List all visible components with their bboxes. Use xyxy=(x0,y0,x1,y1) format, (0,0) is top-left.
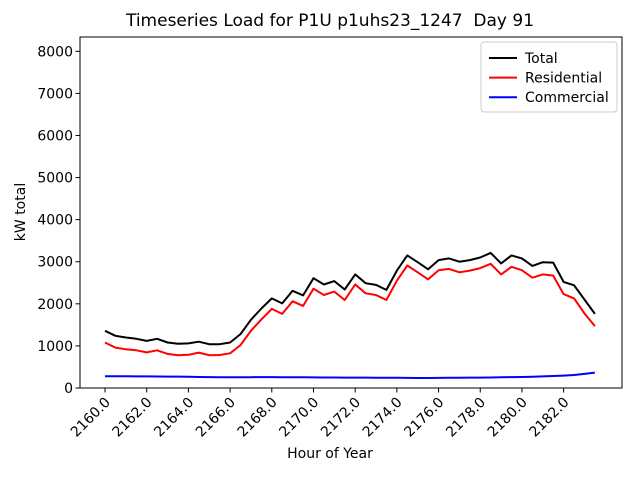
x-tick-label: 2162.0 xyxy=(110,395,156,441)
y-tick-label: 8000 xyxy=(37,44,73,60)
plot-area xyxy=(79,36,623,389)
x-tick-label: 2176.0 xyxy=(401,395,447,441)
y-tick-label: 4000 xyxy=(37,213,73,229)
x-tick-label: 2182.0 xyxy=(526,395,572,441)
series-line-residential xyxy=(104,262,596,357)
x-tick-label: 2178.0 xyxy=(443,395,489,441)
y-tick-label: 3000 xyxy=(37,255,73,271)
series-line-total xyxy=(104,251,596,346)
legend-label-commercial: Commercial xyxy=(525,90,609,106)
x-tick-label: 2174.0 xyxy=(360,395,406,441)
x-tick-label: 2172.0 xyxy=(318,395,364,441)
y-tick-label: 5000 xyxy=(37,171,73,187)
legend-label-residential: Residential xyxy=(525,71,602,87)
x-tick-label: 2180.0 xyxy=(485,395,531,441)
legend-box xyxy=(480,41,618,113)
y-tick-label: 1000 xyxy=(37,339,73,355)
x-tick-label: 2166.0 xyxy=(193,395,239,441)
chart-title: Timeseries Load for P1U p1uhs23_1247 Day… xyxy=(125,11,534,31)
x-tick-label: 2160.0 xyxy=(68,395,114,441)
y-tick-label: 7000 xyxy=(37,86,73,102)
x-tick-label: 2168.0 xyxy=(235,395,281,441)
series-lines xyxy=(104,251,596,379)
y-tick-label: 6000 xyxy=(37,128,73,144)
y-tick-label: 2000 xyxy=(37,297,73,313)
x-tick-label: 2164.0 xyxy=(151,395,197,441)
y-axis-label: kW total xyxy=(13,183,29,241)
x-tick-label: 2170.0 xyxy=(276,395,322,441)
y-axis: 0 1000 2000 3000 4000 5000 6000 7000 8000 xyxy=(37,44,80,397)
x-axis-label: Hour of Year xyxy=(287,446,373,462)
y-tick-label: 0 xyxy=(64,381,73,397)
x-axis: 2160.02162.02164.02166.02168.02170.02172… xyxy=(68,388,572,441)
series-line-commercial xyxy=(105,371,596,379)
legend: Total Residential Commercial xyxy=(480,41,618,113)
legend-label-total: Total xyxy=(524,51,558,67)
